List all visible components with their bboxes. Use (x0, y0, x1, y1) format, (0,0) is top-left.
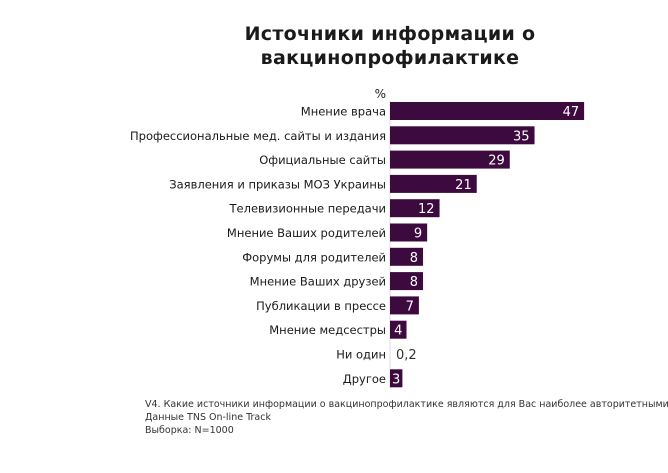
category-label: Ни один (336, 348, 386, 362)
bar (390, 369, 403, 388)
data-label: 7 (406, 299, 414, 314)
category-label: Мнение медсестры (269, 323, 386, 337)
footnote: V4. Какие источники информации о вакцино… (145, 398, 668, 437)
category-label: Публикации в прессе (256, 299, 386, 313)
chart-title: Источники информации о вакцинопрофилакти… (225, 22, 555, 70)
footnote-question: V4. Какие источники информации о вакцино… (145, 399, 668, 410)
category-label: Заявления и приказы МОЗ Украины (169, 177, 386, 191)
data-label: 29 (488, 154, 505, 169)
data-label: 12 (418, 202, 435, 217)
data-label: 0,2 (396, 348, 417, 363)
data-label: 8 (410, 251, 418, 266)
category-label: Мнение Ваших друзей (250, 275, 386, 289)
category-label: Телевизионные передачи (229, 202, 387, 216)
bar (390, 150, 510, 169)
bar (390, 247, 424, 266)
category-label: Профессиональные мед. сайты и издания (130, 129, 386, 143)
bar (390, 102, 585, 120)
bar (390, 320, 407, 339)
unit-label: % (375, 87, 386, 101)
bar (390, 296, 419, 315)
bar (390, 223, 428, 242)
data-label: 21 (455, 178, 472, 193)
bar (390, 126, 535, 145)
data-label: 47 (563, 105, 580, 120)
category-label: Другое (343, 372, 386, 386)
footnote-sample: Выборка: N=1000 (145, 425, 234, 436)
category-label: Мнение Ваших родителей (227, 226, 386, 240)
data-label: 8 (410, 275, 418, 290)
category-label: Мнение врача (301, 105, 386, 119)
category-label: Форумы для родителей (242, 250, 386, 264)
chart-title-line-2: вакцинопрофилактике (260, 47, 520, 69)
category-label: Официальные сайты (259, 153, 386, 167)
data-label: 35 (513, 129, 530, 144)
data-label: 3 (392, 372, 400, 387)
bar (390, 174, 477, 193)
footnote-source: Данные TNS On-line Track (145, 412, 271, 423)
chart-title-line-1: Источники информации о (244, 23, 536, 45)
data-label: 4 (394, 324, 402, 339)
data-label: 9 (414, 227, 422, 242)
bar (390, 199, 440, 218)
bar (390, 272, 424, 291)
